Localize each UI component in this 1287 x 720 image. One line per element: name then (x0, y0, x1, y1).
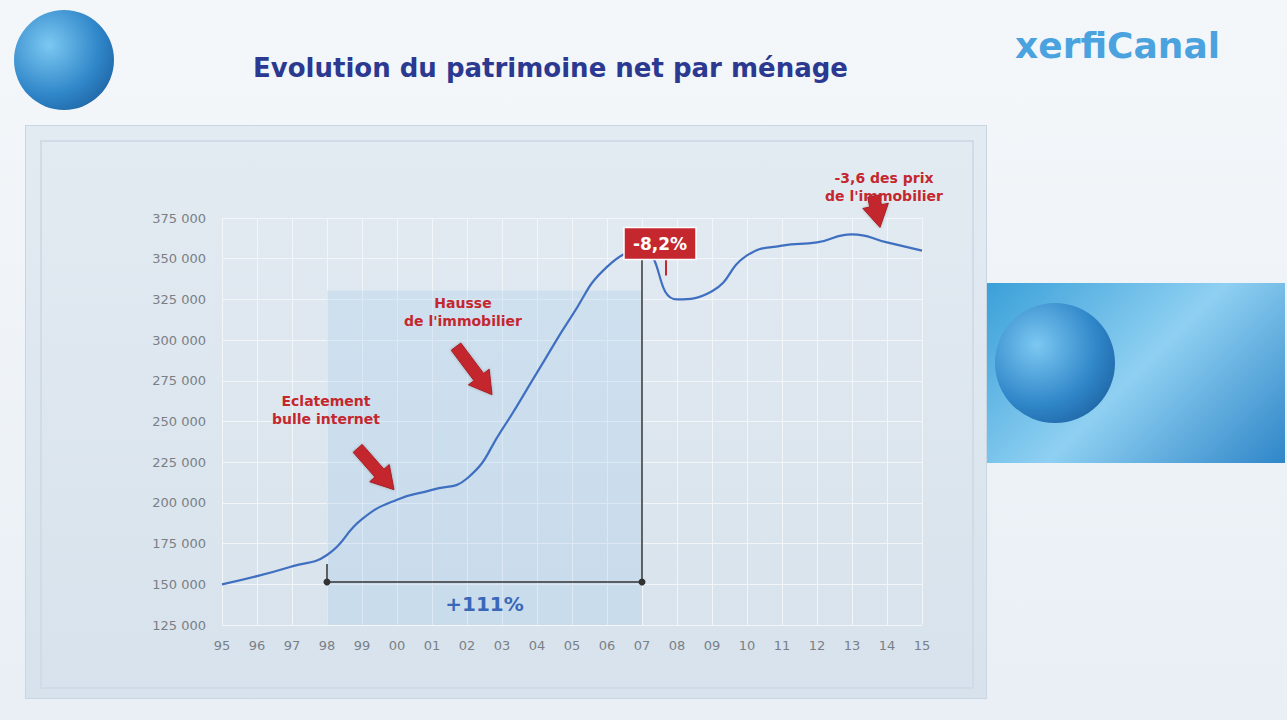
svg-text:275 000: 275 000 (152, 373, 206, 388)
svg-text:350 000: 350 000 (152, 251, 206, 266)
svg-text:01: 01 (424, 638, 441, 653)
svg-text:10: 10 (739, 638, 756, 653)
svg-text:225 000: 225 000 (152, 455, 206, 470)
svg-text:125 000: 125 000 (152, 618, 206, 633)
svg-text:150 000: 150 000 (152, 577, 206, 592)
svg-text:05: 05 (564, 638, 581, 653)
svg-text:14: 14 (879, 638, 896, 653)
svg-text:06: 06 (599, 638, 616, 653)
svg-text:03: 03 (494, 638, 511, 653)
svg-text:07: 07 (634, 638, 651, 653)
svg-text:96: 96 (249, 638, 266, 653)
svg-text:250 000: 250 000 (152, 414, 206, 429)
svg-text:02: 02 (459, 638, 476, 653)
svg-text:de l'immobilier: de l'immobilier (825, 188, 943, 204)
svg-text:12: 12 (809, 638, 826, 653)
svg-text:de l'immobilier: de l'immobilier (404, 313, 522, 329)
svg-text:00: 00 (389, 638, 406, 653)
svg-text:08: 08 (669, 638, 686, 653)
svg-text:09: 09 (704, 638, 721, 653)
svg-text:325 000: 325 000 (152, 292, 206, 307)
svg-text:200 000: 200 000 (152, 495, 206, 510)
svg-text:Hausse: Hausse (434, 295, 491, 311)
svg-text:99: 99 (354, 638, 371, 653)
svg-text:Evolution du patrimoine net pa: Evolution du patrimoine net par ménage (253, 53, 848, 83)
svg-text:175 000: 175 000 (152, 536, 206, 551)
svg-text:+111%: +111% (445, 592, 524, 616)
svg-text:375 000: 375 000 (152, 211, 206, 226)
svg-text:15: 15 (914, 638, 931, 653)
svg-text:11: 11 (774, 638, 791, 653)
svg-text:-8,2%: -8,2% (633, 234, 687, 254)
svg-text:bulle internet: bulle internet (272, 411, 380, 427)
svg-text:Eclatement: Eclatement (281, 393, 370, 409)
svg-text:xerfiCanal: xerfiCanal (1015, 25, 1220, 66)
svg-text:300 000: 300 000 (152, 333, 206, 348)
svg-text:-3,6 des prix: -3,6 des prix (835, 170, 934, 186)
svg-text:97: 97 (284, 638, 301, 653)
svg-text:98: 98 (319, 638, 336, 653)
svg-text:04: 04 (529, 638, 546, 653)
svg-text:95: 95 (214, 638, 231, 653)
svg-text:13: 13 (844, 638, 861, 653)
